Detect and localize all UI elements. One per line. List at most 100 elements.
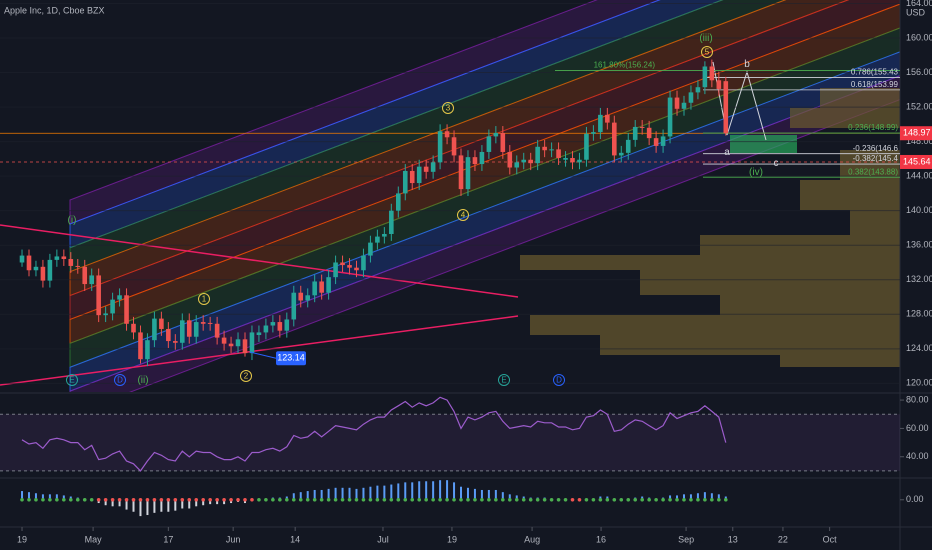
hist-bar	[480, 489, 483, 500]
hist-bar	[104, 499, 107, 506]
candle-body	[695, 87, 701, 93]
price-label-bg	[900, 154, 932, 169]
candle-body	[291, 292, 297, 320]
fib-label: -0.382(145.4	[853, 154, 899, 163]
hist-dot	[452, 497, 456, 502]
currency: USD	[906, 7, 926, 17]
hist-dot	[34, 497, 38, 502]
candle-body	[193, 322, 199, 337]
annotation: c	[774, 158, 779, 169]
candle-body	[625, 139, 631, 153]
candle-body	[138, 332, 143, 360]
hist-dot	[584, 497, 589, 502]
hist-dot	[326, 497, 331, 502]
channel-band	[69, 3, 900, 345]
hist-dot	[626, 497, 631, 502]
hist-bar	[501, 492, 504, 500]
hist-dot	[291, 497, 296, 502]
annotation-ring	[198, 293, 210, 305]
hist-bar	[487, 489, 490, 500]
candle-body	[681, 102, 687, 109]
candle-body	[465, 157, 471, 190]
hist-dot	[389, 497, 394, 502]
annotation: (i)	[68, 215, 77, 226]
hist-dot	[661, 497, 665, 502]
candle-body	[423, 166, 429, 172]
candle-body	[152, 318, 157, 341]
hist-bar	[334, 487, 337, 500]
hist-dot	[563, 497, 568, 502]
candle-body	[402, 170, 408, 194]
candle-body	[612, 122, 617, 156]
hist-dot	[466, 497, 470, 502]
hist-dot	[75, 497, 80, 502]
hist-bar	[174, 499, 177, 511]
hist-dot	[312, 497, 317, 502]
hist-dot	[298, 497, 303, 502]
candle-body	[646, 127, 652, 139]
candle-body	[117, 295, 122, 300]
candle-body	[570, 158, 575, 163]
candle-body	[416, 166, 422, 184]
candle-body	[667, 97, 673, 137]
hist-dot	[27, 497, 31, 502]
y-tick-label: 140.00	[906, 205, 932, 215]
hist-dot	[354, 497, 359, 502]
hist-bar	[181, 499, 184, 509]
candle-body	[131, 323, 136, 333]
annotation: 2	[244, 372, 249, 381]
candle-body	[514, 162, 520, 168]
hist-dot	[110, 497, 115, 502]
y-tick-label: 124.00	[906, 343, 932, 353]
hist-dot	[55, 497, 59, 502]
candle-body	[61, 256, 67, 260]
hist-bar	[376, 485, 379, 500]
annotation-ring	[114, 374, 126, 386]
hist-dot	[514, 497, 519, 502]
annotation: (ii)	[137, 375, 148, 386]
candle-body	[298, 292, 304, 301]
rsi-tick-label: 40.00	[906, 451, 929, 461]
hist-bar	[292, 493, 295, 500]
channel	[69, 0, 900, 392]
target-zone	[730, 135, 797, 153]
hist-dot	[501, 497, 505, 502]
hist-dot	[473, 497, 477, 502]
hist-dot	[689, 497, 693, 502]
hist-bar	[696, 493, 699, 500]
hist-dot	[633, 497, 638, 502]
hist-dot	[410, 497, 415, 502]
y-tick-label: 136.00	[906, 240, 932, 250]
hist-dot	[710, 497, 714, 502]
candle-body	[68, 259, 74, 266]
hist-dot	[194, 497, 199, 502]
candle-body	[688, 92, 694, 103]
candle-body	[535, 146, 540, 164]
hist-dot	[215, 497, 219, 502]
hist-bar	[223, 499, 226, 505]
hist-dot	[152, 497, 157, 502]
candle-body	[591, 132, 596, 134]
candle-body	[333, 262, 338, 278]
x-tick-label: Sep	[678, 534, 694, 544]
annotation: 1	[202, 295, 207, 304]
candle-body	[493, 132, 499, 137]
rsi-band	[0, 414, 900, 471]
hist-bar	[466, 487, 469, 500]
fib-label: 0.786(155.43	[851, 68, 899, 77]
price-label-bg	[900, 126, 932, 141]
x-tick-label: 19	[17, 534, 27, 544]
x-tick-label: 22	[778, 534, 788, 544]
hist-bar	[118, 499, 121, 507]
candle-body	[528, 159, 533, 164]
hist-bar	[425, 481, 428, 500]
hist-dot	[166, 497, 171, 502]
candle-body	[145, 340, 150, 360]
candle-body	[40, 266, 46, 281]
candle-body	[270, 322, 276, 326]
hist-bar	[669, 495, 672, 500]
hist-dot	[682, 497, 686, 502]
candle-body	[382, 233, 387, 237]
hist-dot	[591, 497, 596, 502]
